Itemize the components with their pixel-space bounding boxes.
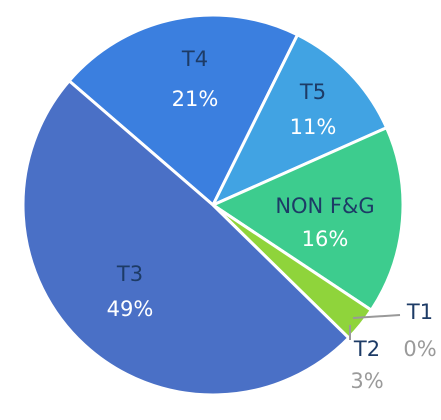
- slice-value-label: 0%: [403, 337, 436, 361]
- slice-value-label: 11%: [290, 115, 337, 139]
- slice-label: T5: [299, 80, 326, 104]
- slice-value-label: 49%: [107, 297, 154, 321]
- leader-line: [352, 314, 401, 319]
- pie-slice: [67, 13, 300, 208]
- slice-value-label: 21%: [172, 87, 219, 111]
- slice-label: T3: [116, 262, 143, 286]
- pie-slice: [209, 125, 405, 313]
- pie-slice: [21, 78, 351, 397]
- slice-value-label: 3%: [350, 369, 383, 393]
- slice-label: T1: [406, 300, 433, 324]
- slice-value-label: 16%: [302, 227, 349, 251]
- slice-label: T2: [353, 337, 380, 361]
- slice-label: NON F&G: [275, 194, 374, 218]
- slice-label: T4: [181, 47, 208, 71]
- pie-slice: [209, 32, 389, 209]
